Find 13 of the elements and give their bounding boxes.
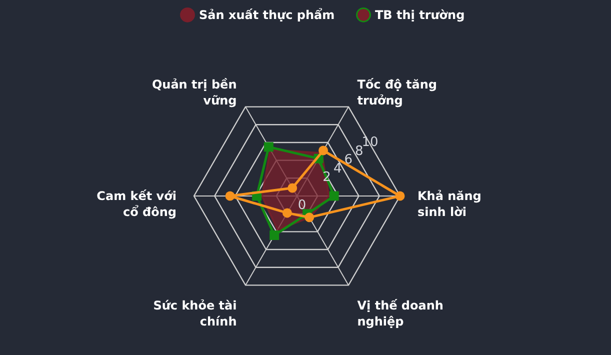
spoke-label: Tốc độ tăng trưởng — [357, 78, 437, 108]
spoke-label: Vị thế doanh nghiệp — [357, 298, 444, 328]
y-tick-label: 0 — [298, 198, 306, 213]
y-tick-label: 4 — [333, 161, 342, 176]
legend-label: Sản xuất thực phẩm — [199, 8, 335, 22]
y-tick-label: 2 — [322, 170, 331, 186]
y-tick-label: 8 — [355, 144, 364, 159]
y-tick-label: 6 — [344, 152, 353, 168]
spoke-label: Sức khỏe tài chính — [153, 298, 237, 328]
spoke-label: Quản trị bền vững — [152, 78, 237, 108]
legend-label: TB thị trường — [375, 8, 465, 22]
spoke-label: Cam kết với cổ đông — [96, 189, 176, 219]
spoke-label: Khả năng sinh lời — [418, 189, 482, 219]
